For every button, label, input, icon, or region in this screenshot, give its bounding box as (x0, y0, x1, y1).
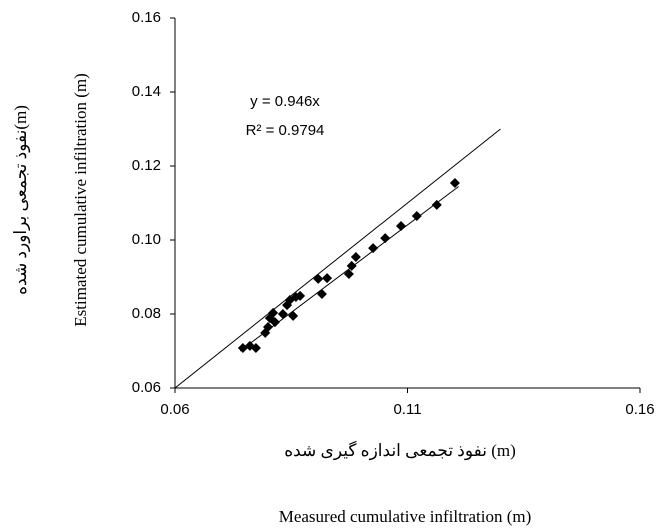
y-tick-label: 0.08 (132, 305, 161, 322)
y-tick-label: 0.16 (132, 9, 161, 26)
y-axis-title: نفوذ تجمعی براورد شده(m) (11, 105, 31, 295)
point (277, 309, 288, 319)
point (368, 243, 379, 254)
x-tick-label: 0.06 (160, 401, 189, 418)
point (343, 269, 354, 280)
point (269, 317, 280, 328)
point (395, 220, 406, 231)
x-axis-title-en: Measured cumulative infiltration (m) (279, 507, 532, 526)
point (295, 290, 306, 301)
point (322, 273, 333, 284)
r-squared: R² = 0.9794 (246, 122, 325, 139)
point (288, 310, 299, 321)
x-tick-label: 0.11 (393, 401, 421, 418)
point (380, 233, 391, 244)
point (268, 307, 279, 318)
point (316, 289, 327, 300)
y-tick-label: 0.14 (132, 83, 161, 100)
trend-line (239, 186, 459, 352)
point (449, 178, 460, 189)
point (313, 273, 324, 284)
y-axis-title-en: Estimated cumulative infiltration (m) (71, 73, 90, 327)
x-axis-title: نفوذ تجمعی اندازه گیری شده (m) (284, 440, 516, 461)
x-tick-label: 0.16 (625, 401, 654, 418)
y-tick-label: 0.10 (132, 231, 161, 248)
identity-line (174, 128, 501, 389)
point (263, 321, 273, 332)
y-tick-label: 0.12 (132, 157, 161, 174)
point (250, 343, 261, 354)
point (431, 199, 442, 210)
point (346, 260, 357, 271)
point (350, 252, 361, 263)
y-tick-label: 0.06 (132, 379, 161, 396)
point (411, 210, 422, 221)
equation: y = 0.946x (250, 93, 320, 110)
